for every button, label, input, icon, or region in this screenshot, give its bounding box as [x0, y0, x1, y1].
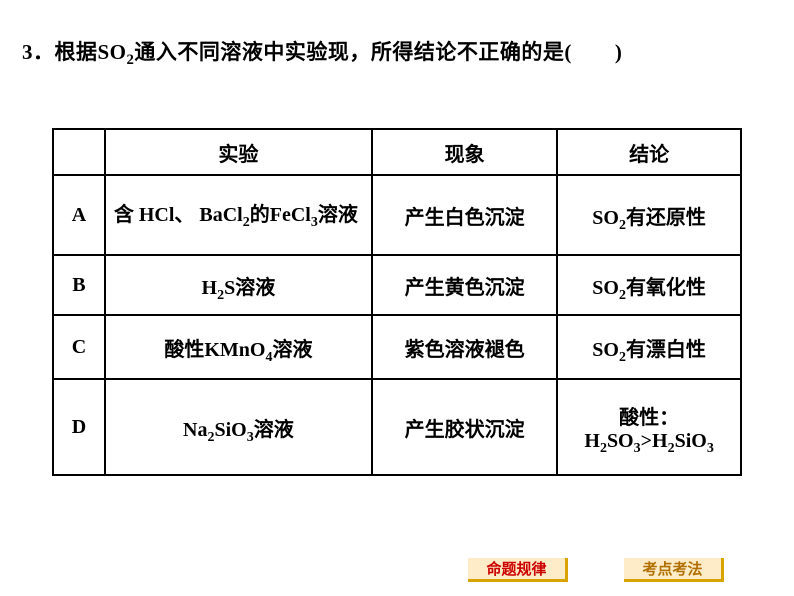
conclusion-cell: SO2有漂白性 — [557, 315, 741, 379]
table-header-cell: 实验 — [105, 129, 372, 175]
phenomenon-cell: 产生胶状沉淀 — [372, 379, 557, 475]
experiment-cell: 酸性KMnO4溶液 — [105, 315, 372, 379]
row-label: D — [53, 379, 105, 475]
experiment-cell: 含 HCl、 BaCl2的FeCl3溶液 — [105, 175, 372, 255]
experiment-cell: H2S溶液 — [105, 255, 372, 315]
conclusion-cell: SO2有氧化性 — [557, 255, 741, 315]
phenomenon-cell: 产生白色沉淀 — [372, 175, 557, 255]
table-header-cell: 现象 — [372, 129, 557, 175]
table-row: DNa2SiO3溶液产生胶状沉淀酸性：H2SO3>H2SiO3 — [53, 379, 741, 475]
phenomenon-cell: 紫色溶液褪色 — [372, 315, 557, 379]
experiment-table: 实验现象结论A含 HCl、 BaCl2的FeCl3溶液产生白色沉淀SO2有还原性… — [52, 128, 742, 476]
table-row: BH2S溶液产生黄色沉淀SO2有氧化性 — [53, 255, 741, 315]
experiment-cell: Na2SiO3溶液 — [105, 379, 372, 475]
question-text: 3．根据SO2通入不同溶液中实验现，所得结论不正确的是( ) — [22, 36, 622, 66]
experiment-table-wrap: 实验现象结论A含 HCl、 BaCl2的FeCl3溶液产生白色沉淀SO2有还原性… — [52, 128, 742, 476]
conclusion-cell: SO2有还原性 — [557, 175, 741, 255]
row-label: C — [53, 315, 105, 379]
table-row: C酸性KMnO4溶液紫色溶液褪色SO2有漂白性 — [53, 315, 741, 379]
nav-button-methods[interactable]: 考点考法 — [624, 558, 724, 582]
nav-button-rules[interactable]: 命题规律 — [468, 558, 568, 582]
table-header-cell: 结论 — [557, 129, 741, 175]
table-row: A含 HCl、 BaCl2的FeCl3溶液产生白色沉淀SO2有还原性 — [53, 175, 741, 255]
phenomenon-cell: 产生黄色沉淀 — [372, 255, 557, 315]
conclusion-cell: 酸性：H2SO3>H2SiO3 — [557, 379, 741, 475]
table-header-cell — [53, 129, 105, 175]
footer-buttons: 命题规律 考点考法 — [468, 558, 724, 582]
table-header-row: 实验现象结论 — [53, 129, 741, 175]
row-label: A — [53, 175, 105, 255]
row-label: B — [53, 255, 105, 315]
